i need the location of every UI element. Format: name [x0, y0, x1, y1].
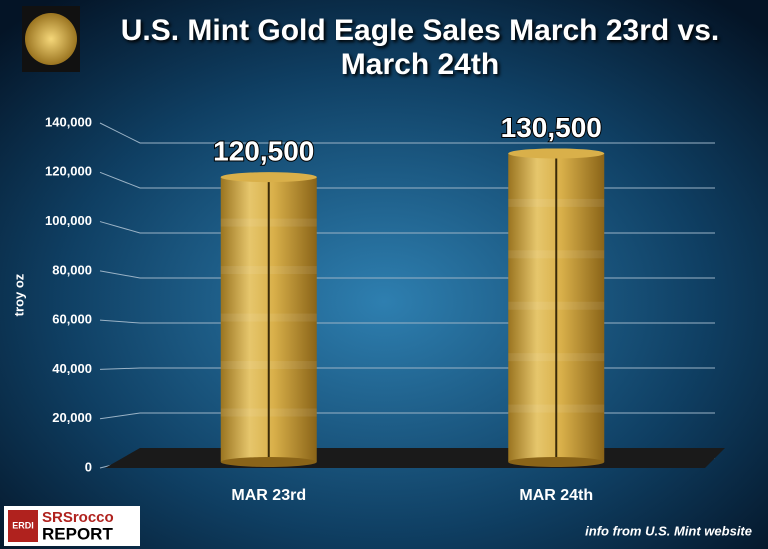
- y-tick-label: 60,000: [52, 312, 92, 327]
- bar: [220, 172, 317, 467]
- cylinder-bottom: [508, 457, 605, 467]
- x-tick-label: MAR 23rd: [231, 487, 306, 504]
- y-axis-label: troy oz: [11, 273, 26, 316]
- y-tick-label: 0: [85, 459, 92, 474]
- bar: [508, 148, 605, 467]
- source-note: info from U.S. Mint website: [585, 523, 752, 538]
- coin: [25, 13, 77, 65]
- grid-line: [99, 122, 715, 144]
- y-tick-label: 20,000: [52, 410, 92, 425]
- y-tick-label: 100,000: [45, 213, 92, 228]
- logo-text: SRSrocco: [42, 509, 114, 526]
- cylinder-bottom: [220, 457, 317, 467]
- cylinder-top: [220, 172, 317, 183]
- x-tick-label: MAR 24th: [519, 487, 593, 504]
- cylinder-top: [508, 148, 605, 159]
- logo-text: REPORT: [42, 524, 113, 543]
- logo-badge-box: [8, 510, 38, 542]
- y-tick-label: 120,000: [45, 164, 92, 179]
- value-label: 130,500: [501, 112, 602, 143]
- chart-title: U.S. Mint Gold Eagle Sales March 23rd vs…: [120, 14, 720, 81]
- y-tick-label: 80,000: [52, 262, 92, 277]
- y-tick-label: 140,000: [45, 114, 92, 129]
- value-label: 120,500: [213, 135, 314, 166]
- y-tick-label: 40,000: [52, 361, 92, 376]
- floor: [105, 448, 725, 468]
- logo-badge: ERDI: [12, 520, 34, 530]
